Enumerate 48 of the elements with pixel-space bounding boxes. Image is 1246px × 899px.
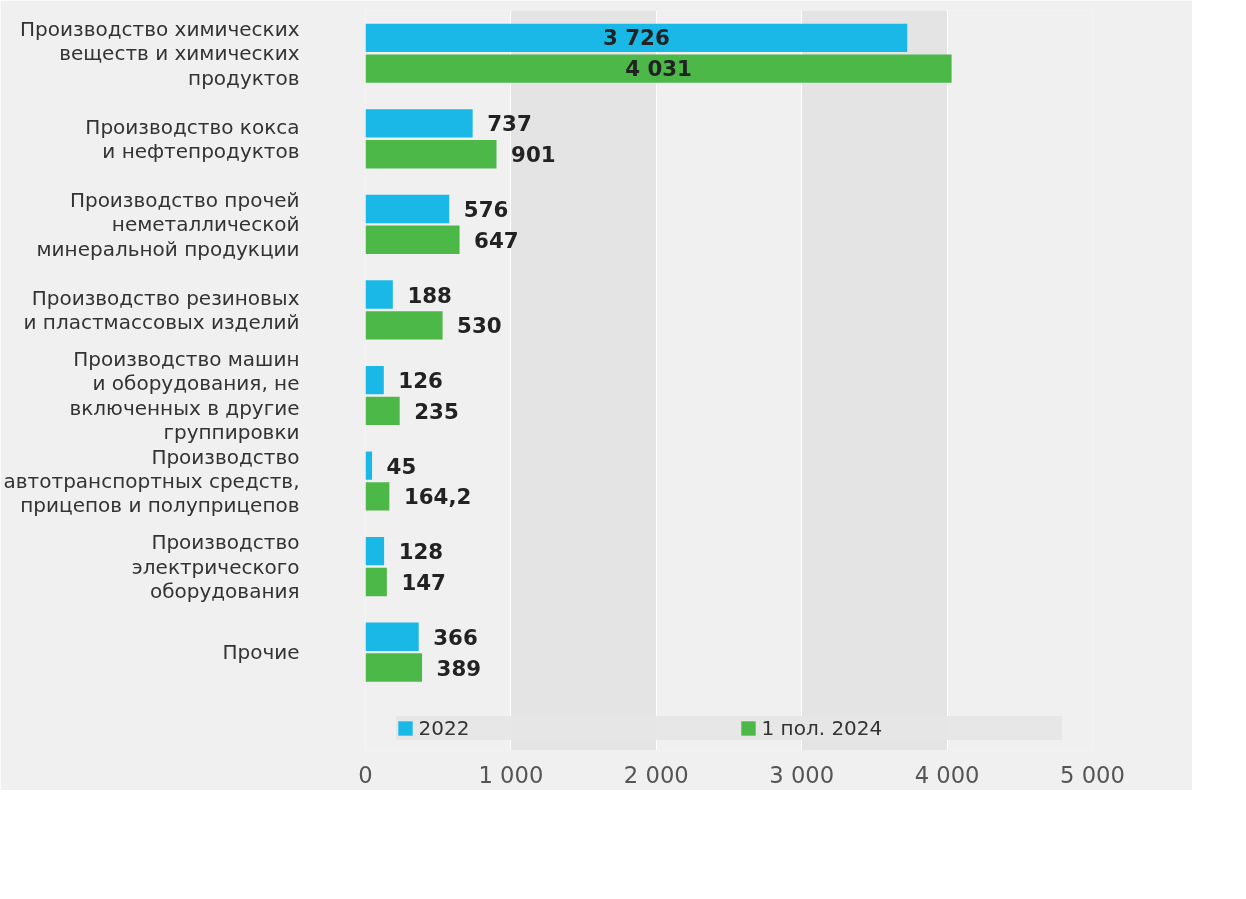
legend-label: 1 пол. 2024 bbox=[761, 716, 884, 740]
y-tick-label: Производство резиновых и пластмассовых изделий bbox=[23, 285, 300, 335]
x-tick-label: 0 bbox=[358, 761, 373, 788]
data-label: 366 bbox=[433, 624, 478, 650]
y-tick-label: Производство кокса и нефтепродуктов bbox=[85, 114, 300, 164]
bar bbox=[365, 396, 400, 426]
data-label: 4 031 bbox=[625, 56, 692, 82]
legend-label: 2022 bbox=[418, 716, 471, 740]
bar bbox=[365, 451, 373, 480]
bar bbox=[365, 567, 387, 597]
data-label: 45 bbox=[386, 453, 417, 479]
x-tick-label: 2 000 bbox=[623, 761, 689, 788]
data-label: 3 726 bbox=[602, 25, 670, 51]
data-label: 128 bbox=[398, 539, 444, 565]
bar bbox=[365, 280, 393, 309]
y-tick-label: Прочие bbox=[222, 640, 300, 665]
y-tick-label: Производство машин и оборудования, не включенных в другие группировки bbox=[69, 346, 300, 445]
bar bbox=[365, 482, 390, 511]
data-label: 389 bbox=[436, 655, 482, 681]
data-label: 530 bbox=[457, 313, 502, 339]
x-tick-label: 1 000 bbox=[478, 761, 544, 788]
bar bbox=[365, 225, 460, 254]
bar bbox=[365, 140, 497, 169]
bar bbox=[365, 537, 385, 566]
data-label: 576 bbox=[463, 196, 509, 222]
y-tick-label: Производство химических веществ и химических продуктов bbox=[20, 16, 300, 90]
data-label: 126 bbox=[398, 368, 443, 394]
y-tick-label: Производство прочей неметаллической минеральной продукции bbox=[36, 187, 300, 261]
bar bbox=[365, 311, 443, 340]
data-label: 147 bbox=[401, 569, 446, 595]
bar bbox=[365, 23, 908, 53]
data-label: 188 bbox=[407, 282, 452, 308]
y-tick-label: Производство электрического оборудования bbox=[131, 530, 300, 603]
bar bbox=[365, 653, 423, 682]
bar bbox=[365, 54, 952, 83]
x-tick-label: 4 000 bbox=[914, 761, 980, 788]
data-label: 235 bbox=[414, 398, 459, 424]
data-label: 737 bbox=[487, 111, 532, 137]
data-label: 901 bbox=[511, 142, 556, 168]
bar bbox=[365, 194, 450, 224]
data-label: 164,2 bbox=[403, 484, 472, 510]
x-tick-label: 3 000 bbox=[769, 761, 835, 788]
bar bbox=[365, 622, 419, 651]
bar bbox=[365, 365, 384, 395]
x-tick-label: 5 000 bbox=[1060, 761, 1125, 788]
y-tick-label: Производство автотранспортных средств, прицепов и полуприцепов bbox=[3, 444, 300, 518]
data-label: 647 bbox=[474, 227, 519, 253]
bar bbox=[365, 109, 473, 138]
